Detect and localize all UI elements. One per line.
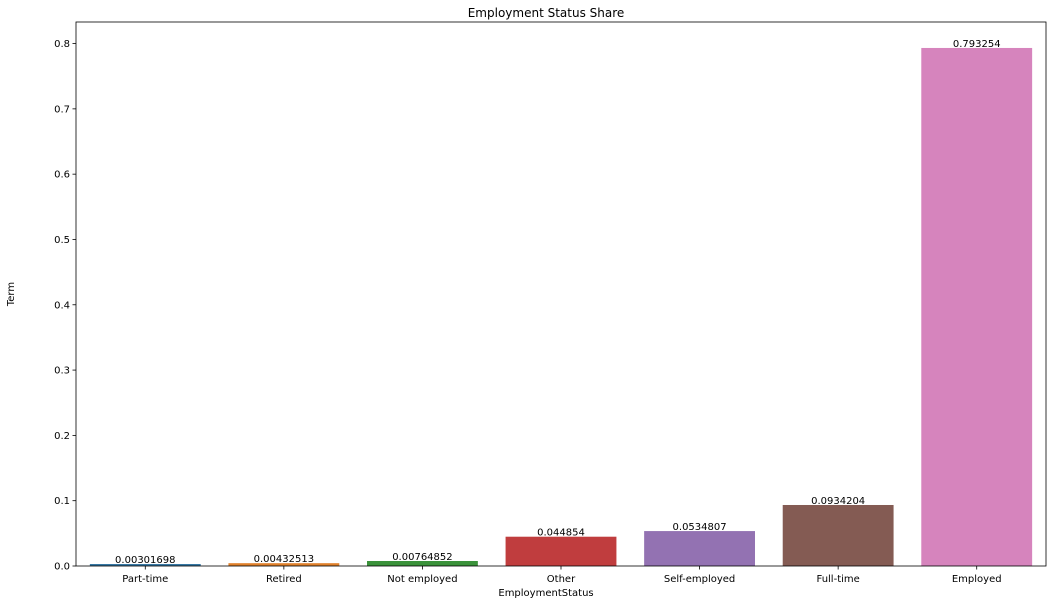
- x-axis: Part-time Retired Not employed Other Self-em…: [122, 566, 1002, 585]
- y-tick-label: 0.2: [54, 431, 70, 442]
- x-tick-label: Self-employed: [664, 574, 735, 585]
- bar-not-employed: [367, 561, 478, 566]
- x-tick-label: Employed: [952, 574, 1002, 585]
- y-tick-label: 0.5: [54, 235, 70, 246]
- data-label: 0.00764852: [392, 552, 452, 563]
- bar-full-time: [782, 504, 894, 566]
- chart-title: Employment Status Share: [468, 6, 625, 20]
- x-tick-label: Retired: [266, 574, 302, 585]
- y-tick-label: 0.0: [54, 562, 70, 573]
- plot-frame: [75, 21, 1047, 567]
- x-tick-label: Other: [547, 574, 576, 585]
- bar-other: [505, 536, 617, 566]
- y-tick-label: 0.7: [54, 104, 70, 115]
- x-tick-label: Full-time: [816, 574, 859, 585]
- y-axis: 0.0 0.1 0.2 0.3 0.4 0.5 0.6 0.7 0.8: [54, 39, 76, 573]
- x-axis-label: EmploymentStatus: [498, 588, 593, 599]
- y-tick-label: 0.8: [54, 39, 70, 50]
- y-tick-label: 0.4: [54, 300, 70, 311]
- x-tick-label: Not employed: [387, 574, 457, 585]
- data-label: 0.00432513: [254, 554, 314, 565]
- y-axis-label: Term: [6, 282, 17, 307]
- data-label: 0.00301698: [115, 555, 175, 566]
- y-tick-label: 0.6: [54, 170, 70, 181]
- data-label: 0.0934204: [811, 496, 865, 507]
- bar-part-time: [89, 564, 201, 566]
- bar-employed: [921, 47, 1033, 567]
- data-label: 0.0534807: [673, 522, 727, 533]
- data-label: 0.793254: [953, 39, 1001, 50]
- data-label: 0.044854: [537, 528, 585, 539]
- x-tick-label: Part-time: [122, 574, 168, 585]
- bar-self-employed: [644, 531, 755, 566]
- y-tick-label: 0.1: [54, 496, 70, 507]
- bars-group: [89, 47, 1033, 567]
- bar-retired: [228, 563, 340, 566]
- y-tick-label: 0.3: [54, 366, 70, 377]
- data-labels-group: 0.00301698 0.00432513 0.00764852 0.044854 0.…: [115, 39, 1001, 566]
